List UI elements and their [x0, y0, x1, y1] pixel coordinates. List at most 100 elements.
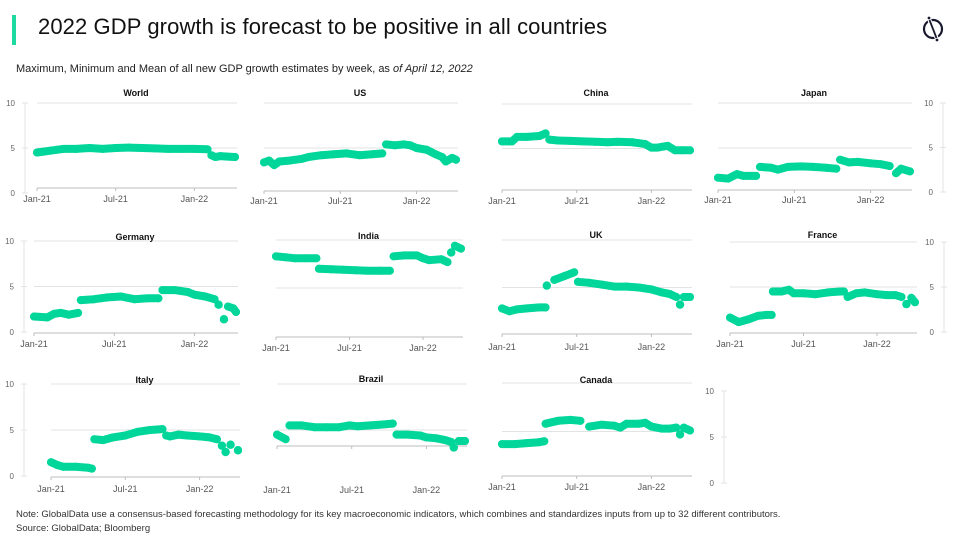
us-x-tick-label: Jan-21	[250, 196, 278, 206]
japan-x-tick-label: Jul-21	[782, 195, 807, 205]
brazil-data-point	[461, 437, 469, 446]
france-data-point	[891, 291, 900, 300]
uk-data-point	[550, 275, 559, 284]
japan-data-point	[796, 162, 805, 171]
china-data-point	[628, 138, 637, 147]
japan-y-tick-label: 5	[929, 144, 934, 153]
germany-data-point	[74, 308, 83, 317]
canada-data-series	[541, 415, 585, 428]
germany-data-point	[30, 312, 38, 321]
us-data-point	[378, 149, 387, 158]
china-data-point	[554, 136, 563, 145]
france-data-point	[754, 311, 763, 320]
germany-data-point	[103, 293, 112, 302]
italy-data-point	[165, 432, 174, 441]
china-data-point	[541, 129, 550, 138]
japan-x-tick-label: Jan-22	[857, 195, 885, 205]
uk-data-point	[522, 304, 531, 313]
world-data-point	[216, 152, 225, 161]
france-data-point	[911, 298, 919, 307]
uk-data-point	[597, 280, 606, 289]
canada-y-tick-label: 10	[705, 387, 714, 396]
france-data-point	[811, 290, 820, 299]
chart-subtitle: Maximum, Minimum and Mean of all new GDP…	[16, 63, 473, 75]
world-data-point	[39, 147, 48, 156]
france-data-point	[768, 287, 777, 296]
world-data-point	[231, 153, 239, 161]
canada-x-tick-label: Jan-21	[488, 482, 516, 492]
india-data-point	[443, 258, 452, 267]
world-data-point	[46, 146, 55, 155]
italy-data-point	[217, 441, 226, 450]
us-data-point	[406, 141, 415, 150]
japan-data-point	[876, 160, 885, 169]
brazil-data-point	[378, 420, 387, 429]
india-data-point	[272, 252, 280, 261]
world-data-point	[111, 144, 120, 152]
japan-data-point	[755, 162, 764, 171]
brazil-data-point	[322, 423, 331, 432]
japan-data-point	[885, 162, 894, 170]
canada-data-point	[657, 424, 666, 433]
canada-data-point	[597, 420, 606, 429]
india-data-point	[437, 255, 446, 264]
japan-data-point	[822, 163, 831, 172]
germany-data-point	[143, 294, 152, 303]
us-data-point	[452, 155, 460, 164]
japan-data-point	[767, 163, 776, 172]
italy-x-tick-label: Jan-21	[37, 484, 65, 494]
footnote: Note: GlobalData use a consensus-based f…	[16, 509, 781, 520]
world-data-point	[124, 143, 133, 152]
uk-panel-title: UK	[590, 230, 603, 240]
brazil-panel-title: Brazil	[359, 374, 384, 384]
china-data-point	[686, 146, 694, 155]
india-data-point	[457, 244, 465, 253]
china-data-point	[641, 140, 650, 149]
world-x-tick-label: Jul-21	[103, 194, 128, 204]
india-data-point	[290, 254, 299, 263]
brazil-data-point	[416, 431, 425, 440]
brazil-data-point	[432, 434, 441, 443]
brazil-data-point	[441, 436, 450, 445]
us-data-point	[329, 150, 338, 159]
uk-data-point	[542, 281, 551, 290]
canada-data-point	[522, 439, 531, 448]
china-data-point	[512, 132, 521, 141]
italy-data-point	[146, 426, 155, 434]
france-data-point	[726, 313, 734, 322]
brazil-x-tick-label: Jul-21	[339, 485, 364, 495]
india-data-point	[385, 266, 394, 275]
italy-data-point	[212, 435, 221, 444]
us-data-point	[285, 156, 294, 165]
japan-data-point	[773, 165, 782, 174]
india-data-point	[400, 251, 409, 260]
japan-data-point	[809, 162, 818, 171]
uk-data-point	[573, 277, 582, 286]
canada-data-point	[510, 440, 519, 449]
china-data-point	[545, 135, 554, 144]
india-data-point	[302, 254, 311, 263]
canada-data-point	[641, 418, 650, 427]
india-data-point	[376, 266, 385, 275]
italy-data-point	[99, 436, 108, 445]
brazil-data-series	[285, 419, 397, 432]
japan-data-point	[836, 155, 845, 164]
uk-data-point	[622, 282, 631, 291]
us-data-point	[304, 153, 313, 161]
italy-data-point	[226, 440, 235, 449]
italy-data-point	[53, 460, 62, 469]
france-data-point	[824, 288, 833, 297]
us-data-point	[317, 151, 326, 160]
india-data-point	[281, 253, 290, 262]
germany-y-tick-label: 5	[10, 283, 15, 292]
china-data-point	[677, 146, 686, 155]
uk-data-series	[573, 277, 681, 301]
china-data-point	[663, 141, 672, 150]
italy-data-point	[47, 458, 55, 467]
italy-data-point	[174, 430, 183, 439]
brazil-data-point	[345, 421, 354, 430]
uk-data-point	[657, 288, 666, 297]
germany-data-point	[219, 315, 228, 324]
germany-data-point	[90, 295, 99, 304]
italy-data-point	[108, 433, 117, 442]
